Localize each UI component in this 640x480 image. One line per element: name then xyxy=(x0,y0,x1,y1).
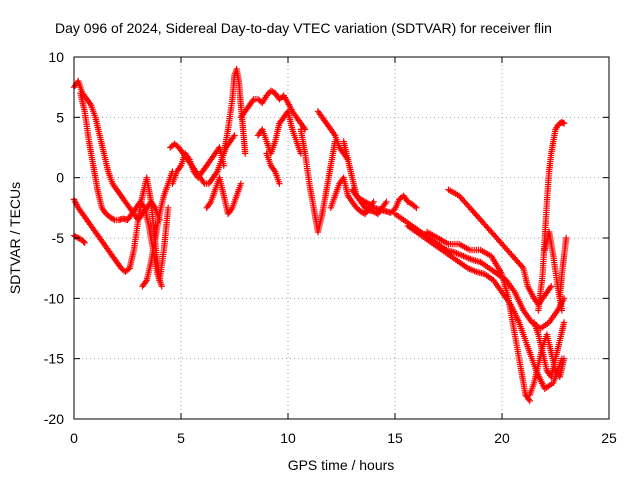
data-point-marker xyxy=(142,278,149,285)
x-tick-label: 0 xyxy=(70,430,78,446)
data-point-marker xyxy=(242,150,249,157)
x-tick-label: 25 xyxy=(601,430,617,446)
y-axis-title: SDTVAR / TECUs xyxy=(7,182,23,294)
series-arc-12 xyxy=(254,108,305,157)
series-arc-26 xyxy=(541,228,566,314)
data-point-marker xyxy=(560,355,568,362)
series-arc-4 xyxy=(70,232,88,247)
data-point-marker xyxy=(560,120,568,127)
data-point-marker xyxy=(270,166,278,174)
data-point-marker xyxy=(200,178,207,186)
data-point-marker xyxy=(206,200,214,207)
ticks-layer xyxy=(73,56,610,420)
points-layer xyxy=(70,65,570,405)
data-point-marker xyxy=(525,396,532,403)
y-tick-labels: -20 -15 -10 -5 0 5 10 xyxy=(44,49,64,427)
data-point-marker xyxy=(546,284,554,291)
x-tick-label: 15 xyxy=(387,430,403,446)
series-arc-9 xyxy=(203,174,245,218)
data-point-marker xyxy=(364,206,372,213)
x-tick-labels: 0 5 10 15 20 25 xyxy=(70,430,617,446)
series-arc-21 xyxy=(423,228,534,405)
chart-title: Day 096 of 2024, Sidereal Day-to-day VTE… xyxy=(55,20,552,36)
x-tick-label: 20 xyxy=(494,430,510,446)
data-point-marker xyxy=(370,198,377,205)
data-point-marker xyxy=(80,238,87,245)
data-point-marker xyxy=(526,397,534,405)
data-point-marker xyxy=(558,307,566,314)
y-tick-label: 5 xyxy=(56,109,64,125)
series-arc-3 xyxy=(70,196,133,275)
series-arc-16 xyxy=(327,174,377,218)
data-point-marker xyxy=(213,169,220,177)
data-point-marker xyxy=(383,198,390,205)
data-point-marker xyxy=(330,130,338,138)
y-tick-label: -20 xyxy=(44,411,64,427)
data-point-marker xyxy=(382,200,389,207)
series-arc-18 xyxy=(349,186,420,216)
data-point-marker xyxy=(125,266,132,273)
data-point-marker xyxy=(559,119,567,126)
data-point-marker xyxy=(413,204,420,212)
series-arc-14 xyxy=(297,126,339,236)
data-point-marker xyxy=(560,319,568,326)
data-point-marker xyxy=(176,163,184,171)
data-point-marker xyxy=(230,133,237,141)
data-point-marker xyxy=(411,203,419,210)
x-tick-label: 5 xyxy=(177,430,185,446)
y-tick-label: -10 xyxy=(44,290,64,306)
y-tick-label: -5 xyxy=(52,230,65,246)
data-point-marker xyxy=(164,204,172,212)
data-point-marker xyxy=(158,283,165,290)
data-point-marker xyxy=(237,180,245,187)
series-arc-25 xyxy=(535,118,568,314)
data-point-marker xyxy=(276,180,283,187)
data-point-marker xyxy=(231,132,238,139)
y-tick-label: 0 xyxy=(56,170,64,186)
y-tick-label: -15 xyxy=(44,351,64,367)
series-arc-13 xyxy=(263,150,283,187)
data-point-marker xyxy=(548,283,555,290)
data-point-marker xyxy=(110,215,117,223)
x-tick-label: 10 xyxy=(280,430,296,446)
x-axis-title: GPS time / hours xyxy=(288,457,395,473)
data-point-marker xyxy=(249,97,256,104)
series-arc-24 xyxy=(530,319,568,380)
data-point-marker xyxy=(300,124,308,132)
data-point-marker xyxy=(518,263,526,270)
y-tick-label: 10 xyxy=(48,49,64,65)
series-arc-27 xyxy=(556,234,570,302)
series-arc-22 xyxy=(445,186,555,308)
data-point-marker xyxy=(86,100,94,107)
series-arc-11 xyxy=(237,87,309,133)
data-point-marker xyxy=(563,234,570,242)
data-point-marker xyxy=(81,239,88,247)
data-point-marker xyxy=(228,206,235,213)
